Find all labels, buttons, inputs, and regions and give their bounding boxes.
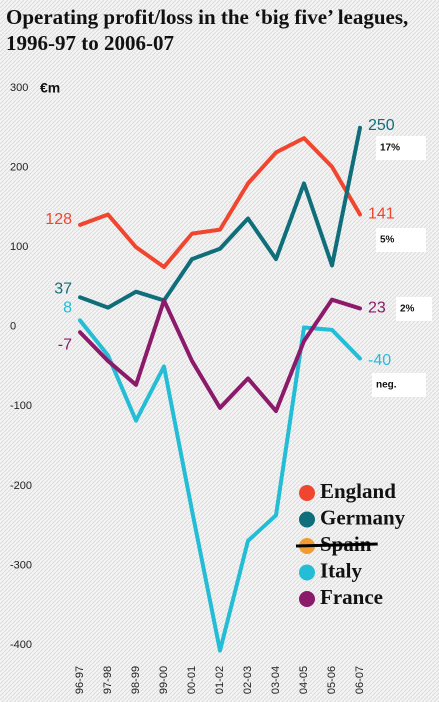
series-line <box>78 136 362 270</box>
annotation: 17% <box>380 143 400 154</box>
x-tick-label: 98-99 <box>130 666 142 694</box>
y-axis-label: €m <box>40 80 60 96</box>
x-tick-label: 01-02 <box>214 666 226 694</box>
annotation-box <box>372 373 426 397</box>
x-tick-label: 00-01 <box>186 666 198 694</box>
chart-title: Operating profit/loss in the ‘big five’ … <box>6 5 409 55</box>
legend-label: Italy <box>320 558 363 582</box>
x-tick-label: 96-97 <box>74 666 86 694</box>
annotation-box <box>376 228 426 252</box>
annotation-box <box>396 297 432 321</box>
x-tick-label: 04-05 <box>298 666 310 694</box>
legend-label: England <box>320 479 396 503</box>
x-tick-label: 05-06 <box>326 666 338 694</box>
y-tick-label: -400 <box>10 639 32 651</box>
y-tick-label: 200 <box>10 161 28 173</box>
annotation-box <box>376 136 426 160</box>
start-label: 8 <box>63 300 72 317</box>
x-tick-label: 02-03 <box>242 666 254 694</box>
y-tick-label: 300 <box>10 82 28 94</box>
legend-marker <box>299 485 315 501</box>
annotation: neg. <box>376 380 397 391</box>
y-tick-label: 100 <box>10 241 28 253</box>
legend-marker <box>299 511 315 528</box>
x-tick-label: 97-98 <box>102 666 114 694</box>
legend-strike <box>295 542 378 548</box>
annotation: 2% <box>400 304 415 315</box>
series-line <box>78 297 362 414</box>
start-label: 128 <box>45 211 72 228</box>
end-label: 141 <box>368 206 395 223</box>
y-tick-label: -200 <box>10 480 32 492</box>
end-label: -40 <box>368 352 391 369</box>
legend-marker <box>299 564 315 581</box>
x-tick-label: 03-04 <box>270 666 282 694</box>
y-tick-label: -100 <box>10 400 32 412</box>
legend-label: France <box>320 585 383 609</box>
y-tick-label: -300 <box>10 559 32 571</box>
legend-marker <box>299 591 315 607</box>
end-label: 250 <box>368 117 395 134</box>
y-tick-label: 0 <box>10 321 16 333</box>
start-label: 37 <box>54 280 72 297</box>
end-label: 23 <box>368 300 386 317</box>
annotation: 5% <box>380 235 395 246</box>
legend-label: Germany <box>320 505 406 529</box>
x-tick-label: 99-00 <box>158 666 170 694</box>
start-label: -7 <box>58 337 72 354</box>
series-line <box>78 125 362 310</box>
x-tick-label: 06-07 <box>354 666 366 694</box>
